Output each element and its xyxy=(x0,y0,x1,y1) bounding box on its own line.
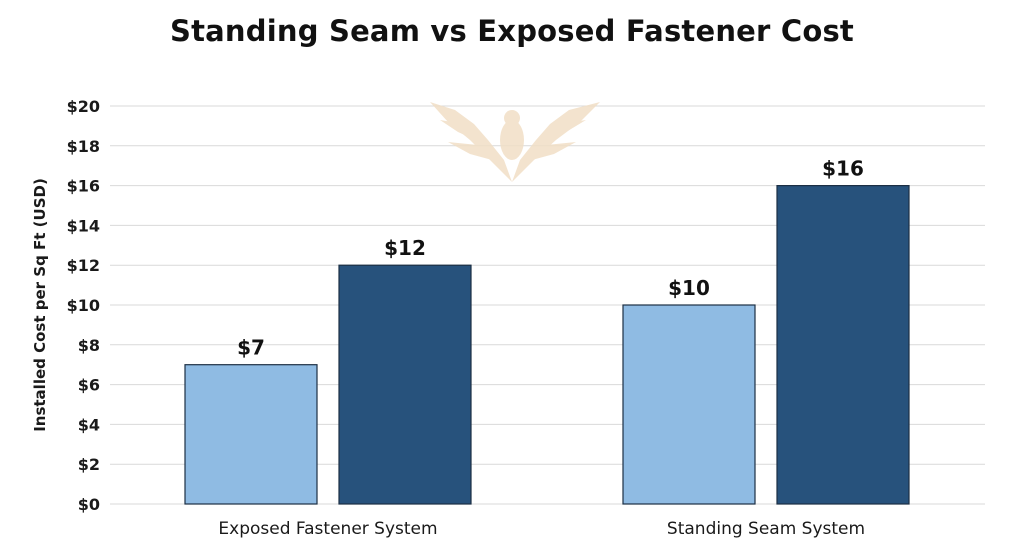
data-label: $12 xyxy=(384,236,426,260)
y-tick-label: $18 xyxy=(67,137,100,156)
y-tick-label: $14 xyxy=(67,216,100,235)
eagle-logo-icon xyxy=(430,102,600,182)
y-tick-label: $8 xyxy=(78,336,100,355)
y-tick-label: $12 xyxy=(67,256,100,275)
y-tick-label: $20 xyxy=(67,97,100,116)
y-axis-title: Installed Cost per Sq Ft (USD) xyxy=(31,178,49,432)
bar-high-0 xyxy=(338,264,472,505)
y-tick-labels: $0 $2 $4 $6 $8 $10 $12 $14 $16 $18 $20 xyxy=(67,97,100,514)
y-tick-label: $10 xyxy=(67,296,100,315)
bars xyxy=(184,185,910,505)
data-label: $7 xyxy=(237,336,265,360)
data-label: $16 xyxy=(822,157,864,181)
bar-high-1 xyxy=(776,185,910,505)
data-label: $10 xyxy=(668,276,710,300)
y-tick-label: $16 xyxy=(67,177,100,196)
bar-low-0 xyxy=(184,364,318,505)
y-tick-label: $4 xyxy=(78,415,100,434)
y-tick-label: $0 xyxy=(78,495,100,514)
data-labels: $7 $12 $10 $16 xyxy=(237,157,864,360)
x-category-labels: Exposed Fastener System Standing Seam Sys… xyxy=(218,519,865,539)
chart-title: Standing Seam vs Exposed Fastener Cost xyxy=(170,14,854,48)
y-tick-label: $2 xyxy=(78,455,100,474)
x-category-label: Standing Seam System xyxy=(667,519,865,539)
y-tick-label: $6 xyxy=(78,376,100,395)
x-category-label: Exposed Fastener System xyxy=(218,519,437,539)
bar-low-1 xyxy=(622,304,756,505)
